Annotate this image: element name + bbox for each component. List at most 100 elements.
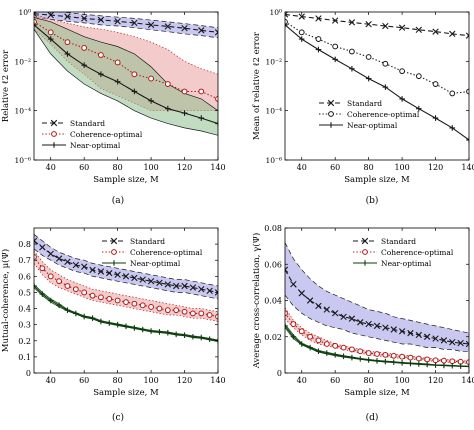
data-point	[398, 328, 406, 335]
x-tick-label: 140	[210, 376, 225, 385]
plot-area	[285, 12, 469, 143]
data-point	[148, 304, 154, 310]
data-point	[72, 286, 79, 293]
legend-label: Coherence-optimal	[70, 130, 143, 139]
data-point	[56, 278, 62, 285]
series-band-upper-2	[34, 250, 218, 313]
data-point	[47, 36, 54, 42]
data-point	[315, 348, 322, 355]
data-point	[106, 320, 113, 326]
data-point	[97, 268, 105, 275]
data-point	[122, 273, 130, 280]
data-point	[131, 274, 138, 282]
data-point	[73, 310, 79, 317]
series-band-lower-3	[34, 29, 218, 136]
x-tick-label: 120	[177, 163, 192, 172]
data-point	[98, 52, 104, 58]
y-tick-label: 0.8	[18, 240, 31, 249]
data-point	[80, 263, 88, 270]
series-band-upper-3	[34, 17, 218, 111]
data-point	[466, 359, 469, 366]
data-point	[307, 333, 313, 340]
x-tick-label: 100	[143, 163, 158, 172]
data-point	[198, 334, 205, 341]
legend-marker-1	[327, 99, 335, 107]
legend-marker-3	[51, 142, 57, 148]
series-line-1	[285, 13, 469, 37]
data-point	[440, 337, 448, 344]
data-point	[47, 12, 54, 19]
data-point	[131, 71, 138, 78]
data-point	[415, 331, 423, 339]
data-point	[156, 305, 163, 312]
data-point	[390, 359, 397, 365]
y-axis-label: Mean of relative ℓ2 error	[252, 31, 262, 140]
data-point	[365, 21, 372, 28]
y-tick-label: 10⁰	[269, 8, 282, 17]
data-point	[98, 318, 104, 325]
data-point	[181, 308, 188, 315]
series-line-1	[34, 13, 218, 33]
series-band-1	[34, 234, 218, 299]
data-point	[298, 328, 305, 335]
series-band-upper-2	[34, 14, 218, 75]
y-tick-label: 0.7	[18, 256, 31, 265]
legend-marker-3	[362, 260, 368, 266]
data-point	[374, 351, 380, 357]
data-point	[148, 98, 154, 104]
data-point	[432, 81, 439, 87]
data-point	[415, 73, 422, 80]
data-point	[190, 333, 196, 340]
y-tick-label: 10⁻⁶	[265, 156, 282, 165]
data-point	[399, 360, 405, 366]
y-tick-label: 10⁻²	[14, 57, 31, 66]
data-point	[147, 21, 155, 29]
data-point	[349, 354, 355, 361]
data-point	[114, 78, 121, 85]
legend-marker-2	[51, 131, 57, 137]
legend-marker-2	[328, 111, 334, 117]
data-point	[424, 356, 431, 363]
data-point	[215, 120, 218, 127]
data-point	[181, 25, 188, 32]
data-point	[374, 358, 380, 364]
data-point	[81, 313, 87, 320]
data-point	[181, 282, 188, 290]
data-point	[34, 22, 37, 28]
data-point	[47, 29, 54, 36]
data-point	[206, 287, 213, 295]
x-tick-label: 60	[79, 376, 89, 385]
data-point	[315, 15, 322, 22]
legend-marker-1	[50, 119, 58, 127]
y-axis-label: Average cross-correlation, γ(Ψ)	[251, 233, 262, 370]
data-point	[64, 307, 71, 313]
legend-label: Near-optimal	[70, 141, 121, 150]
data-point	[415, 26, 423, 33]
data-point	[315, 36, 322, 42]
data-point	[382, 358, 389, 365]
data-point	[449, 125, 456, 131]
data-point	[298, 341, 305, 347]
y-tick-label: 10⁻⁶	[14, 156, 31, 165]
data-point	[449, 90, 456, 97]
legend-marker-2	[111, 249, 117, 255]
data-point	[449, 362, 456, 369]
legend-label: Standard	[381, 237, 416, 246]
legend-marker-1	[361, 237, 369, 245]
data-point	[365, 75, 372, 82]
data-point	[147, 277, 155, 285]
data-point	[365, 350, 372, 356]
data-point	[81, 289, 88, 296]
data-point	[39, 244, 46, 251]
data-point	[81, 62, 87, 68]
y-tick-label: 10⁻⁴	[14, 107, 31, 116]
data-point	[382, 22, 389, 30]
data-point	[47, 297, 54, 304]
y-tick-label: 0.2	[18, 337, 31, 346]
legend: Standard Coherence-optimal Near-optimal	[319, 99, 420, 130]
x-axis-label: Sample size, M	[344, 388, 410, 398]
data-point	[164, 307, 171, 314]
data-point	[348, 315, 356, 322]
data-point	[290, 321, 297, 327]
data-point	[457, 363, 464, 369]
